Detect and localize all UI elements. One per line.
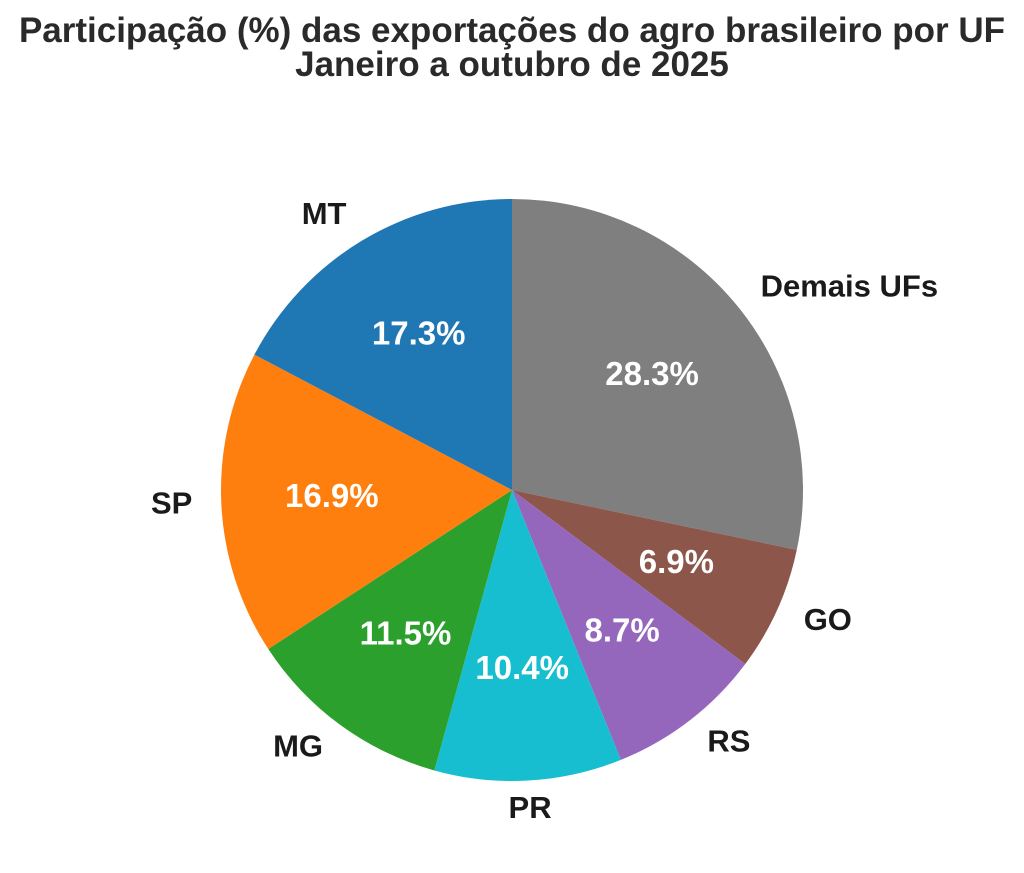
- svg-text:17.3%: 17.3%: [372, 314, 466, 351]
- svg-text:MT: MT: [302, 196, 347, 231]
- svg-text:16.9%: 16.9%: [285, 477, 379, 514]
- svg-text:11.5%: 11.5%: [360, 614, 452, 651]
- svg-text:8.7%: 8.7%: [584, 612, 659, 649]
- svg-text:PR: PR: [509, 790, 552, 825]
- svg-text:MG: MG: [273, 729, 323, 764]
- svg-text:RS: RS: [707, 724, 750, 759]
- svg-text:SP: SP: [151, 485, 192, 520]
- svg-text:28.3%: 28.3%: [605, 355, 699, 392]
- svg-text:10.4%: 10.4%: [475, 649, 569, 686]
- svg-text:GO: GO: [804, 602, 852, 637]
- svg-text:Demais UFs: Demais UFs: [761, 268, 938, 303]
- svg-text:6.9%: 6.9%: [639, 543, 714, 580]
